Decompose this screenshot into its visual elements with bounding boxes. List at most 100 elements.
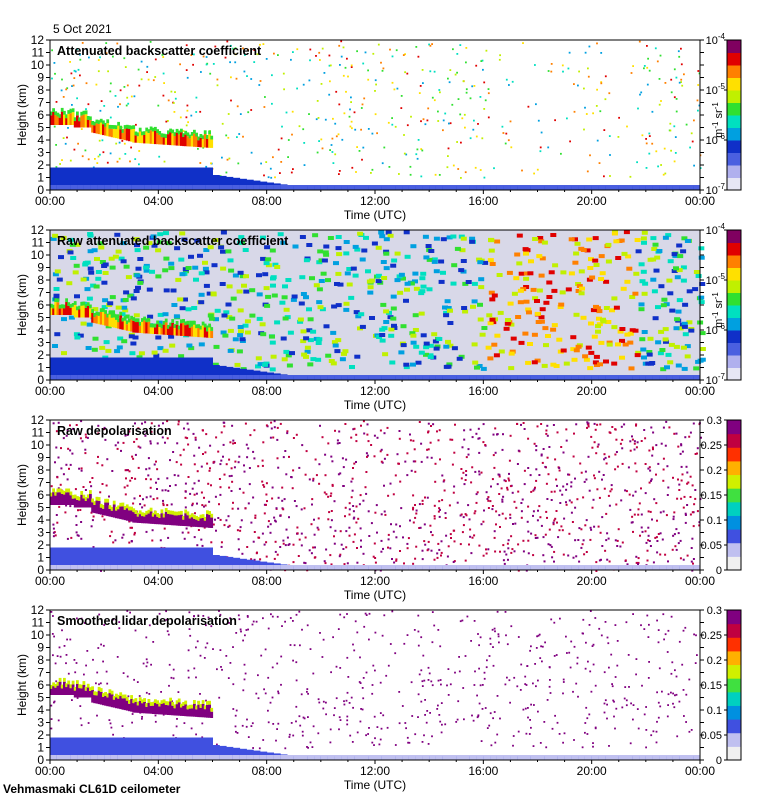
colorbar-tick-exponent: -4 [718,32,726,41]
y-tick-label: 8 [37,273,44,287]
colorbar-segment [727,447,741,462]
x-tick-label: 00:00 [685,764,715,778]
colorbar-segment [727,460,741,476]
colorbar-tick-exponent: -4 [718,222,726,231]
x-axis-label: Time (UTC) [344,588,406,602]
colorbar-segment [727,152,741,166]
y-tick-label: 1 [37,361,44,375]
y-tick-label: 3 [37,336,44,350]
y-tick-label: 4 [37,513,44,527]
colorbar-segment [727,267,741,281]
unit-m: m [713,129,725,138]
x-tick-label: 20:00 [577,764,607,778]
y-tick-label: 1 [37,171,44,185]
panel-title: Smoothed lidar depolarisation [57,614,237,628]
colorbar-segment [727,691,741,706]
colorbar-segment [727,623,741,638]
y-tick-label: 0 [37,563,44,577]
y-tick-label: 9 [37,261,44,275]
x-tick-label: 04:00 [143,574,173,588]
colorbar-tick-label: 10-4 [706,222,726,237]
colorbar: 10-710-610-510-4m-1 sr-1 [706,222,742,387]
x-tick-label: 20:00 [577,574,607,588]
colorbar-segment [727,140,741,153]
colorbar-tick-base: 10 [706,225,718,237]
x-tick-label: 04:00 [143,194,173,208]
panel-title: Raw attenuated backscatter coefficient [57,234,289,248]
colorbar-segment [727,40,741,53]
x-tick-label: 04:00 [143,384,173,398]
colorbar-tick-base: 10 [706,325,718,337]
colorbar-tick-label: 0.2 [707,465,722,477]
y-tick-label: 5 [37,691,44,705]
y-tick-label: 7 [37,476,44,490]
colorbar-tick-label: 0.3 [707,415,722,427]
colorbar-tick-label: 0 [716,755,722,767]
heatmap-field [50,230,706,381]
colorbar-segment [727,719,741,734]
colorbar-tick-label: 0.25 [701,440,722,452]
y-tick-label: 10 [31,248,45,262]
colorbar-segment [727,305,741,318]
x-tick-label: 00:00 [35,574,65,588]
y-tick-label: 0 [37,373,44,387]
x-tick-label: 12:00 [360,384,390,398]
y-tick-label: 5 [37,311,44,325]
x-tick-label: 20:00 [577,194,607,208]
colorbar-tick-base: 10 [706,185,718,197]
colorbar-tick-label: 10-5 [706,272,726,287]
y-tick-label: 10 [31,58,45,72]
y-axis-label: Height (km) [15,84,29,146]
colorbar-tick-label: 0 [716,565,722,577]
y-tick-label: 10 [31,438,45,452]
colorbar: 0 0.05 0.1 0.15 0.2 0.25 0.3 [701,415,742,577]
colorbar-segment [727,317,741,331]
colorbar-segment [727,77,741,91]
panel-title: Attenuated backscatter coefficient [57,44,262,58]
unit-exp1: -1 [711,311,720,319]
colorbar-segment [727,255,741,268]
x-axis-label: Time (UTC) [344,778,406,792]
panel-4: Smoothed lidar depolarisation01234567891… [15,603,742,792]
colorbar-tick-label: 0.1 [707,705,722,717]
x-tick-label: 08:00 [252,194,282,208]
y-tick-label: 8 [37,653,44,667]
colorbar-tick-exponent: -7 [718,372,726,381]
colorbar-unit: m-1 sr-1 [711,102,725,138]
colorbar-segment [727,420,741,435]
y-tick-label: 4 [37,703,44,717]
colorbar-segment [727,367,741,381]
y-tick-label: 6 [37,108,44,122]
y-tick-label: 9 [37,451,44,465]
heatmap-field [50,40,702,191]
y-tick-label: 12 [31,33,45,47]
colorbar-segment [727,52,741,66]
y-tick-label: 3 [37,146,44,160]
x-tick-label: 08:00 [252,384,282,398]
colorbar-tick-base: 10 [706,375,718,387]
y-tick-label: 8 [37,83,44,97]
unit-m: m [713,319,725,328]
y-tick-label: 6 [37,298,44,312]
y-tick-label: 3 [37,716,44,730]
y-tick-label: 2 [37,538,44,552]
colorbar-tick-label: 10-6 [706,322,726,337]
colorbar-segment [727,102,741,116]
x-tick-label: 16:00 [468,574,498,588]
x-tick-label: 12:00 [360,574,390,588]
y-tick-label: 12 [31,223,45,237]
colorbar-segment [727,90,741,103]
colorbar-segment [727,705,741,720]
y-tick-label: 6 [37,488,44,502]
colorbar-tick-label: 0.15 [701,490,722,502]
colorbar-segment [727,637,741,652]
colorbar-tick-label: 0.2 [707,655,722,667]
y-tick-label: 5 [37,501,44,515]
unit-sr: sr [713,299,725,312]
y-tick-label: 7 [37,666,44,680]
y-tick-label: 8 [37,463,44,477]
y-tick-label: 5 [37,121,44,135]
colorbar-tick-label: 0.25 [701,630,722,642]
x-tick-label: 12:00 [360,764,390,778]
